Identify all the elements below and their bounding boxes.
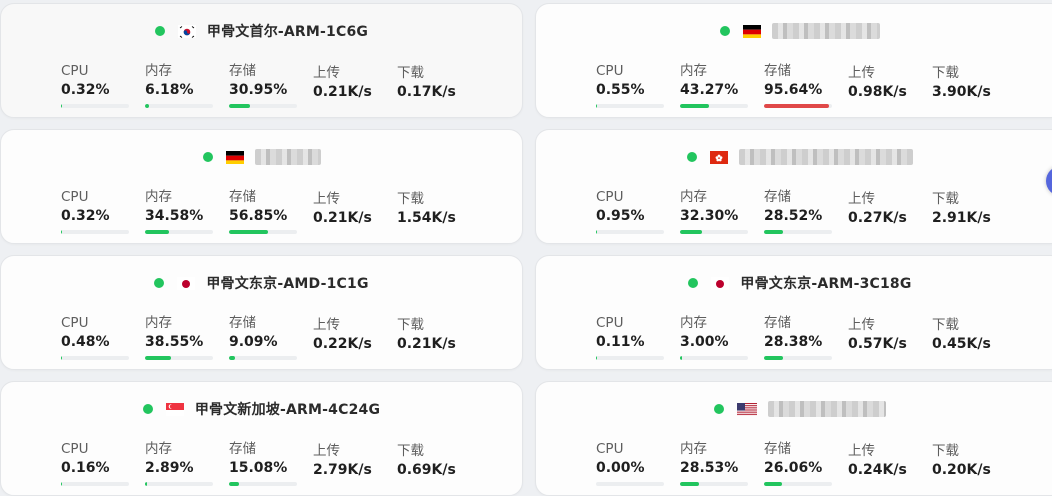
- server-name: 甲骨文首尔-ARM-1C6G: [206, 24, 369, 40]
- upload-stat: 上传 2.79K/s: [313, 443, 372, 478]
- cpu-stat: CPU 0.55%: [596, 62, 666, 108]
- server-name: 甲骨文东京-AMD-1C1G: [206, 276, 369, 292]
- server-card[interactable]: CPU 0.55% 内存 43.27% 存储 95.64% 上传 0.98K/s 下载 3…: [535, 3, 1052, 118]
- hk-flag-icon: [710, 150, 728, 164]
- jp-flag-icon: [711, 276, 730, 290]
- online-status-dot: [714, 404, 724, 414]
- redacted-server-name: [739, 149, 913, 165]
- server-stats: CPU 0.16% 内存 2.89% 存储 15.08% 上传 2.79K/s 下载 0.…: [61, 440, 481, 486]
- disk-stat: 存储 30.95%: [229, 62, 299, 108]
- online-status-dot: [688, 278, 699, 288]
- server-header: 甲骨文东京-AMD-1C1G: [1, 273, 522, 293]
- upload-stat: 上传 0.22K/s: [313, 317, 372, 352]
- cpu-stat: CPU 0.00%: [596, 440, 666, 486]
- disk-stat: 存储 26.06%: [764, 440, 834, 486]
- upload-stat: 上传 0.21K/s: [313, 65, 372, 100]
- cpu-stat: CPU 0.32%: [61, 188, 131, 234]
- server-stats: CPU 0.55% 内存 43.27% 存储 95.64% 上传 0.98K/s 下载 3…: [596, 62, 1016, 108]
- server-stats: CPU 0.32% 内存 34.58% 存储 56.85% 上传 0.21K/s 下载 1…: [61, 188, 481, 234]
- memory-stat: 内存 32.30%: [680, 188, 750, 234]
- redacted-server-name: [768, 401, 886, 417]
- server-card[interactable]: CPU 0.00% 内存 28.53% 存储 26.06% 上传 0.24K/s 下载 0…: [535, 381, 1052, 496]
- download-stat: 下载 2.91K/s: [932, 191, 991, 226]
- cpu-stat: CPU 0.16%: [61, 440, 131, 486]
- server-header: [536, 21, 1052, 41]
- disk-stat: 存储 95.64%: [764, 62, 834, 108]
- download-stat: 下载 1.54K/s: [397, 191, 456, 226]
- memory-stat: 内存 2.89%: [145, 440, 215, 486]
- server-stats: CPU 0.32% 内存 6.18% 存储 30.95% 上传 0.21K/s 下载 0.…: [61, 62, 481, 108]
- server-card[interactable]: CPU 0.95% 内存 32.30% 存储 28.52% 上传 0.27K/s 下载 2…: [535, 129, 1052, 244]
- download-stat: 下载 0.45K/s: [932, 317, 991, 352]
- upload-stat: 上传 0.27K/s: [848, 191, 907, 226]
- server-header: 甲骨文首尔-ARM-1C6G: [1, 21, 522, 41]
- disk-stat: 存储 28.52%: [764, 188, 834, 234]
- server-card[interactable]: 甲骨文新加坡-ARM-4C24G CPU 0.16% 内存 2.89% 存储 15.0…: [0, 381, 523, 496]
- cpu-stat: CPU 0.48%: [61, 314, 131, 360]
- floating-action-button[interactable]: [1046, 166, 1052, 196]
- server-card[interactable]: 甲骨文东京-ARM-3C18G CPU 0.11% 内存 3.00% 存储 28.38…: [535, 255, 1052, 370]
- online-status-dot: [202, 152, 213, 162]
- server-card[interactable]: 甲骨文东京-AMD-1C1G CPU 0.48% 内存 38.55% 存储 9.09%…: [0, 255, 523, 370]
- server-name: 甲骨文新加坡-ARM-4C24G: [194, 402, 381, 418]
- server-header: [1, 147, 522, 167]
- online-status-dot: [154, 278, 165, 288]
- sg-flag-icon: [165, 402, 184, 416]
- online-status-dot: [720, 26, 730, 36]
- server-card[interactable]: CPU 0.32% 内存 34.58% 存储 56.85% 上传 0.21K/s 下载 1…: [0, 129, 523, 244]
- download-stat: 下载 0.20K/s: [932, 443, 991, 478]
- de-flag-icon: [225, 150, 244, 164]
- upload-stat: 上传 0.98K/s: [848, 65, 907, 100]
- de-flag-icon: [743, 24, 761, 38]
- redacted-server-name: [772, 23, 880, 39]
- disk-stat: 存储 28.38%: [764, 314, 834, 360]
- memory-stat: 内存 38.55%: [145, 314, 215, 360]
- server-header: [536, 147, 1052, 167]
- kr-flag-icon: [177, 24, 196, 38]
- jp-flag-icon: [177, 276, 196, 290]
- cpu-stat: CPU 0.11%: [596, 314, 666, 360]
- server-name: 甲骨文东京-ARM-3C18G: [740, 276, 912, 292]
- disk-stat: 存储 9.09%: [229, 314, 299, 360]
- disk-stat: 存储 15.08%: [229, 440, 299, 486]
- memory-stat: 内存 6.18%: [145, 62, 215, 108]
- server-stats: CPU 0.11% 内存 3.00% 存储 28.38% 上传 0.57K/s 下载 0.…: [596, 314, 1016, 360]
- upload-stat: 上传 0.24K/s: [848, 443, 907, 478]
- server-header: 甲骨文新加坡-ARM-4C24G: [1, 399, 522, 419]
- online-status-dot: [687, 152, 697, 162]
- redacted-server-name: [254, 149, 321, 165]
- cpu-stat: CPU 0.95%: [596, 188, 666, 234]
- upload-stat: 上传 0.57K/s: [848, 317, 907, 352]
- memory-stat: 内存 34.58%: [145, 188, 215, 234]
- download-stat: 下载 0.69K/s: [397, 443, 456, 478]
- server-card[interactable]: 甲骨文首尔-ARM-1C6G CPU 0.32% 内存 6.18% 存储 30.95%…: [0, 3, 523, 118]
- online-status-dot: [154, 26, 165, 36]
- download-stat: 下载 0.17K/s: [397, 65, 456, 100]
- download-stat: 下载 0.21K/s: [397, 317, 456, 352]
- server-header: 甲骨文东京-ARM-3C18G: [536, 273, 1052, 293]
- memory-stat: 内存 28.53%: [680, 440, 750, 486]
- server-header: [536, 399, 1052, 419]
- upload-stat: 上传 0.21K/s: [313, 191, 372, 226]
- disk-stat: 存储 56.85%: [229, 188, 299, 234]
- cpu-stat: CPU 0.32%: [61, 62, 131, 108]
- server-stats: CPU 0.00% 内存 28.53% 存储 26.06% 上传 0.24K/s 下载 0…: [596, 440, 1016, 486]
- server-stats: CPU 0.48% 内存 38.55% 存储 9.09% 上传 0.22K/s 下载 0.…: [61, 314, 481, 360]
- memory-stat: 内存 43.27%: [680, 62, 750, 108]
- online-status-dot: [142, 404, 153, 414]
- memory-stat: 内存 3.00%: [680, 314, 750, 360]
- server-stats: CPU 0.95% 内存 32.30% 存储 28.52% 上传 0.27K/s 下载 2…: [596, 188, 1016, 234]
- us-flag-icon: [737, 402, 757, 416]
- download-stat: 下载 3.90K/s: [932, 65, 991, 100]
